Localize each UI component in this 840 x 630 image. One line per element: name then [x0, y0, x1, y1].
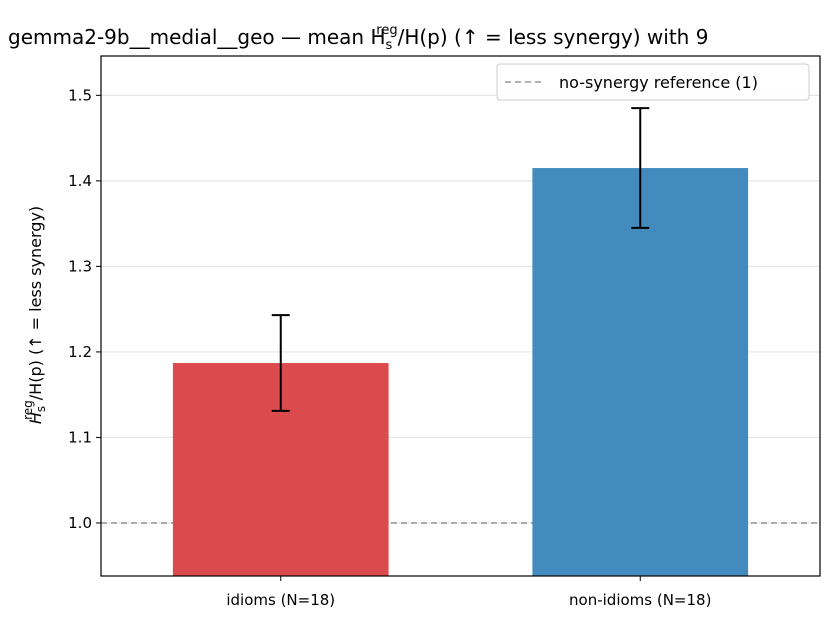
- y-tick-label: 1.1: [68, 428, 92, 446]
- y-axis: 1.0 1.1 1.2 1.3 1.4 1.5: [68, 86, 101, 532]
- x-axis: idioms (N=18) non-idioms (N=18): [226, 576, 711, 609]
- y-tick-label: 1.5: [68, 86, 92, 104]
- legend-entry-label: no-synergy reference (1): [559, 73, 758, 92]
- chart-title: gemma2-9b__medial__geo — mean Hsreg/H(p)…: [8, 23, 708, 53]
- x-tick-label: non-idioms (N=18): [569, 591, 711, 609]
- y-tick-label: 1.4: [68, 172, 92, 190]
- y-tick-label: 1.3: [68, 257, 92, 275]
- error-bars: [271, 107, 650, 412]
- bars: [172, 168, 749, 576]
- y-tick-label: 1.0: [68, 514, 92, 532]
- y-axis-label: Hsreg/H(p) (↑ = less synergy): [21, 206, 48, 424]
- legend: no-synergy reference (1): [496, 63, 810, 101]
- bar: [532, 168, 749, 576]
- plot-frame: [100, 55, 821, 577]
- legend-box: [496, 63, 810, 101]
- y-tick-label: 1.2: [68, 343, 92, 361]
- x-tick-label: idioms (N=18): [226, 591, 335, 609]
